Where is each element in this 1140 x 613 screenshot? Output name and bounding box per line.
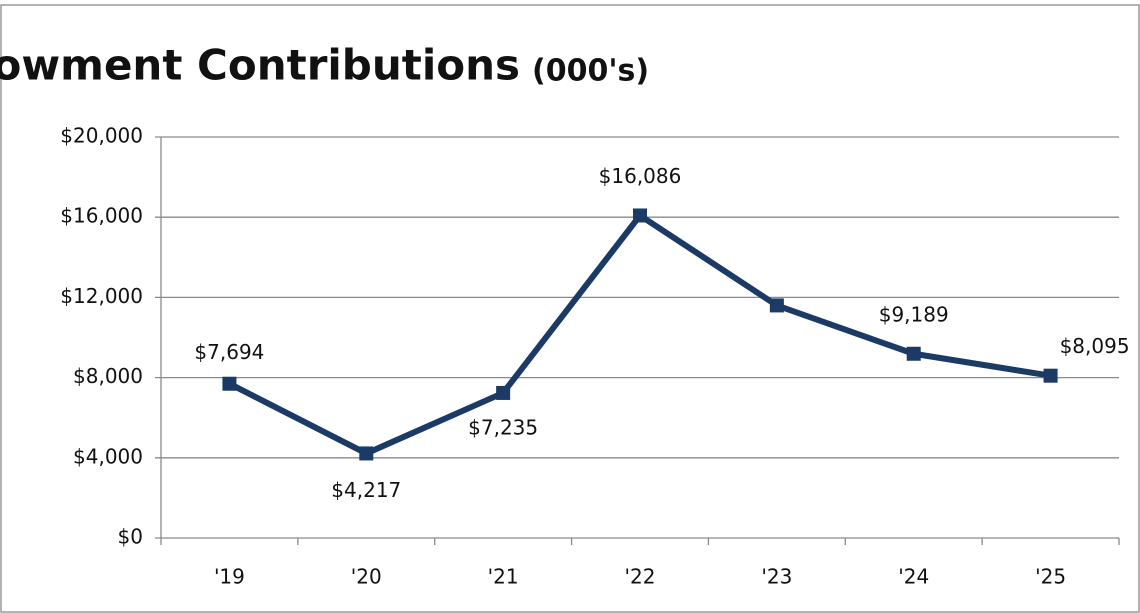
marker	[906, 346, 921, 361]
data-label: $7,694	[194, 340, 264, 364]
y-tick-label: $20,000	[60, 124, 143, 148]
data-label: $9,189	[879, 302, 949, 326]
x-tick-label: '25	[1035, 565, 1066, 589]
chart-title: Endowment Contributions	[0, 41, 520, 90]
x-tick-label: '22	[625, 565, 656, 589]
marker	[769, 298, 784, 313]
data-label: $4,217	[331, 478, 401, 502]
x-tick-label: '21	[488, 565, 519, 589]
y-tick-label: $4,000	[73, 444, 143, 468]
x-tick-label: '23	[761, 565, 792, 589]
data-label: $8,095	[1060, 334, 1130, 358]
x-tick-label: '19	[214, 565, 245, 589]
marker	[222, 376, 237, 391]
chart-subtitle: (000's)	[532, 54, 649, 89]
data-label: $16,086	[599, 164, 682, 188]
y-tick-label: $16,000	[60, 204, 143, 228]
data-label: $7,235	[468, 415, 538, 439]
marker	[1043, 368, 1058, 383]
y-tick-label: $8,000	[73, 364, 143, 388]
marker	[359, 446, 374, 461]
y-tick-label: $12,000	[60, 284, 143, 308]
x-tick-label: '24	[898, 565, 929, 589]
marker	[496, 385, 511, 400]
marker	[633, 208, 647, 223]
x-tick-label: '20	[351, 565, 382, 589]
y-tick-label: $0	[118, 525, 143, 549]
